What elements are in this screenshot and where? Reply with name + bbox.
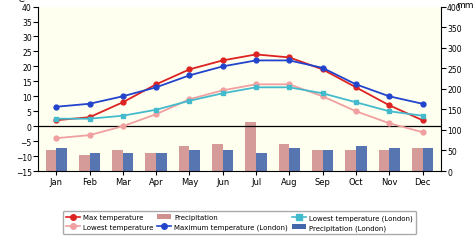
Bar	[223, 151, 233, 171]
Bar	[179, 147, 190, 171]
Bar	[323, 151, 333, 171]
Bar	[279, 145, 289, 171]
Bar	[56, 149, 67, 171]
Bar	[112, 151, 123, 171]
Bar	[422, 149, 433, 171]
Bar	[356, 147, 366, 171]
Bar	[246, 122, 256, 171]
Bar	[46, 151, 56, 171]
Bar	[79, 155, 90, 171]
Legend: Max temperature, Lowest temperature, Precipitation, Maximum temperature (London): Max temperature, Lowest temperature, Pre…	[63, 211, 416, 234]
Bar	[190, 151, 200, 171]
Bar	[156, 153, 167, 171]
Bar	[379, 151, 389, 171]
Y-axis label: mm: mm	[456, 1, 474, 10]
Bar	[389, 149, 400, 171]
Bar	[412, 149, 422, 171]
Bar	[146, 153, 156, 171]
Bar	[312, 151, 323, 171]
Bar	[212, 145, 223, 171]
Bar	[90, 153, 100, 171]
Bar	[256, 153, 267, 171]
Bar	[289, 149, 300, 171]
Y-axis label: °C: °C	[14, 0, 25, 4]
Bar	[123, 153, 134, 171]
Bar	[345, 151, 356, 171]
